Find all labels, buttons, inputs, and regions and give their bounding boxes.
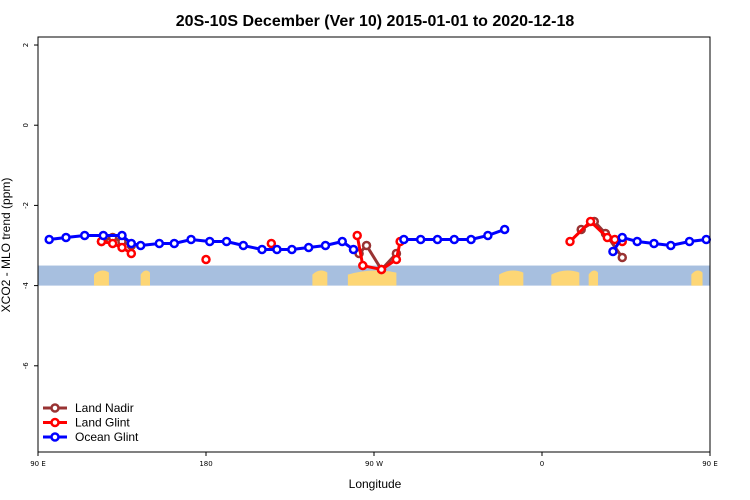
legend-item: Land Nadir <box>43 401 134 415</box>
y-tick-label: -6 <box>22 362 30 370</box>
series-layer <box>44 216 712 275</box>
y-tick-label: -4 <box>22 282 30 290</box>
x-axis-label: Longitude <box>349 477 402 491</box>
data-point <box>135 240 146 251</box>
data-point <box>602 232 613 243</box>
y-axis: 2 0 -2 -4 -6 <box>22 43 38 369</box>
legend-marker <box>50 417 60 428</box>
data-point <box>701 234 712 245</box>
data-point <box>432 234 443 245</box>
y-tick-label: 2 <box>22 43 30 47</box>
land-mass <box>347 270 397 286</box>
x-tick-label: 90 E <box>702 460 718 468</box>
data-point <box>666 240 676 251</box>
data-point <box>337 236 348 247</box>
data-point <box>126 238 137 249</box>
legend-marker <box>50 403 60 413</box>
data-point <box>466 234 476 245</box>
legend-label: Land Nadir <box>75 401 134 415</box>
data-point <box>608 246 618 257</box>
data-point <box>117 230 127 241</box>
y-axis-label: XCO2 - MLO trend (ppm) <box>0 178 13 313</box>
data-point <box>126 248 137 259</box>
legend-label: Ocean Glint <box>75 430 139 444</box>
land-mass <box>691 270 703 286</box>
chart-title: 20S-10S December (Ver 10) 2015-01-01 to … <box>176 13 575 30</box>
data-point <box>499 224 510 235</box>
land-mass <box>499 270 524 286</box>
data-point <box>352 230 362 241</box>
data-point <box>272 244 282 255</box>
data-point <box>44 234 54 245</box>
data-point <box>79 230 90 241</box>
data-point <box>632 236 642 247</box>
x-tick-label: 180 <box>199 460 212 468</box>
series-ocean-glint <box>44 224 712 257</box>
x-tick-label: 90 W <box>365 460 383 468</box>
data-point <box>320 240 331 251</box>
land-mass <box>312 270 328 286</box>
data-point <box>391 254 402 265</box>
data-point <box>107 238 118 249</box>
data-point <box>399 234 409 245</box>
data-point <box>361 240 372 251</box>
land-mass <box>551 270 580 286</box>
legend-label: Land Glint <box>75 416 130 430</box>
plot-area <box>38 216 712 286</box>
data-point <box>449 234 460 245</box>
x-axis: 90 E 180 90 W 0 90 E <box>30 452 718 468</box>
data-point <box>238 240 249 251</box>
legend-item: Land Glint <box>43 416 130 430</box>
x-tick-label: 0 <box>540 460 544 468</box>
data-point <box>169 238 180 249</box>
data-point <box>376 264 387 275</box>
data-point <box>358 260 368 271</box>
data-point <box>483 230 493 241</box>
y-tick-label: -2 <box>22 202 30 209</box>
data-point <box>61 232 71 243</box>
data-point <box>287 244 297 255</box>
y-tick-label: 0 <box>22 123 30 127</box>
data-point <box>649 238 659 249</box>
data-point <box>303 242 314 253</box>
data-point <box>201 254 211 265</box>
data-point <box>117 242 127 253</box>
data-point <box>257 244 267 255</box>
data-point <box>617 252 628 263</box>
data-point <box>610 234 620 245</box>
series-line <box>357 243 398 273</box>
data-point <box>585 216 596 227</box>
data-point <box>684 236 695 247</box>
data-point <box>617 232 628 243</box>
land-ocean-band <box>38 265 710 286</box>
data-point <box>204 236 215 247</box>
x-tick-label: 90 E <box>30 460 46 468</box>
land-mass <box>588 270 598 286</box>
series-line <box>101 240 133 255</box>
data-point <box>98 230 109 241</box>
data-point <box>186 234 196 245</box>
data-point <box>348 244 359 255</box>
legend-item: Ocean Glint <box>43 430 139 444</box>
data-point <box>266 238 277 249</box>
data-point <box>415 234 426 245</box>
land-mass <box>94 270 109 286</box>
data-point <box>565 236 575 247</box>
land-mass <box>140 270 150 286</box>
data-point <box>221 236 232 247</box>
legend-marker <box>50 432 60 442</box>
data-point <box>154 238 165 249</box>
